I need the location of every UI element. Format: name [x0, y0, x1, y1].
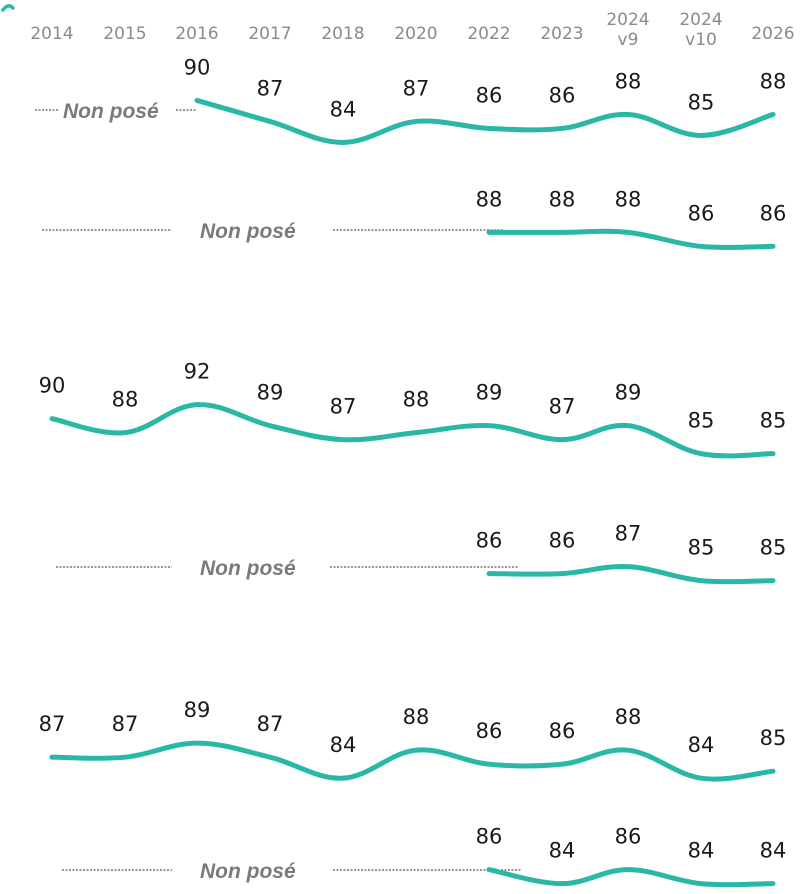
- data-label: 87: [112, 712, 139, 736]
- series-row: 90 88 92 89 87 88 89 87 89 85 85: [39, 360, 787, 459]
- series-row: 87 87 89 87 84 88 86 86 88 84 85: [39, 698, 787, 782]
- series-line: [486, 228, 776, 251]
- data-label: 84: [549, 839, 576, 863]
- data-label: 86: [476, 529, 503, 553]
- data-label: 89: [615, 381, 642, 405]
- series-line: [486, 867, 776, 888]
- data-label: 90: [39, 374, 66, 398]
- data-label: 88: [403, 388, 430, 412]
- x-tick-label: 2022: [467, 24, 510, 44]
- not-asked-label: Non posé: [200, 220, 296, 243]
- x-tick-label: 2018: [321, 24, 364, 44]
- data-label: 86: [476, 83, 503, 107]
- data-label: 87: [39, 712, 66, 736]
- data-label: 88: [615, 69, 642, 93]
- corner-mark: [1, 4, 15, 12]
- data-label: 86: [476, 825, 503, 849]
- data-label: 88: [403, 705, 430, 729]
- data-label: 86: [476, 719, 503, 743]
- data-label: 86: [549, 529, 576, 553]
- not-asked-label: Non posé: [200, 860, 296, 883]
- x-tick-label: 2023: [540, 24, 583, 44]
- x-tick-label: 2024 v10: [679, 10, 722, 50]
- data-label: 87: [549, 395, 576, 419]
- data-label: 87: [330, 395, 357, 419]
- data-label: 88: [112, 388, 139, 412]
- series-row: Non posé 90 87 84 87 86 86 88 85 88: [35, 55, 787, 145]
- data-label: 86: [688, 201, 715, 225]
- data-label: 87: [257, 76, 284, 100]
- series-rows: Non posé 90 87 84 87 86 86 88 85 88 Non posé 88 88 88…: [35, 55, 787, 888]
- not-asked-label: Non posé: [63, 100, 159, 123]
- series-row: Non posé 88 88 88 86 86: [42, 187, 787, 251]
- x-tick-label: 2017: [248, 24, 291, 44]
- data-label: 85: [688, 536, 715, 560]
- data-label: 85: [688, 409, 715, 433]
- data-label: 85: [760, 536, 787, 560]
- data-label: 84: [760, 839, 787, 863]
- data-label: 88: [760, 69, 787, 93]
- data-label: 88: [476, 187, 503, 211]
- series-line: [486, 563, 776, 585]
- data-label: 86: [615, 825, 642, 849]
- x-tick-label: 2024 v9: [606, 10, 649, 50]
- data-label: 87: [403, 76, 430, 100]
- series-row: Non posé 86 86 87 85 85: [56, 522, 787, 585]
- x-tick-label: 2020: [394, 24, 437, 44]
- data-label: 84: [688, 839, 715, 863]
- data-label: 90: [184, 55, 211, 79]
- data-label: 88: [549, 187, 576, 211]
- series-row: Non posé 86 84 86 84 84: [62, 825, 787, 888]
- not-asked-label: Non posé: [200, 557, 296, 580]
- data-label: 84: [330, 97, 357, 121]
- data-label: 85: [760, 409, 787, 433]
- x-tick-label: 2015: [103, 24, 146, 44]
- data-label: 85: [760, 726, 787, 750]
- data-label: 92: [184, 360, 211, 384]
- data-label: 89: [476, 381, 503, 405]
- x-tick-label: 2016: [175, 24, 218, 44]
- data-label: 86: [549, 83, 576, 107]
- data-label: 86: [760, 201, 787, 225]
- data-label: 87: [615, 522, 642, 546]
- data-label: 86: [549, 719, 576, 743]
- series-line: [49, 740, 776, 782]
- data-label: 89: [257, 381, 284, 405]
- data-label: 87: [257, 712, 284, 736]
- x-axis-ticks: 2014 2015 2016 2017 2018 2020 2022 2023 2024 v9 20…: [30, 10, 794, 50]
- data-label: 84: [330, 733, 357, 757]
- x-tick-label: 2026: [751, 24, 794, 44]
- series-line: [194, 97, 776, 145]
- data-label: 89: [184, 698, 211, 722]
- data-label: 88: [615, 187, 642, 211]
- data-label: 85: [688, 90, 715, 114]
- data-label: 88: [615, 705, 642, 729]
- x-tick-label: 2014: [30, 24, 73, 44]
- data-label: 84: [688, 733, 715, 757]
- series-line: [49, 402, 776, 459]
